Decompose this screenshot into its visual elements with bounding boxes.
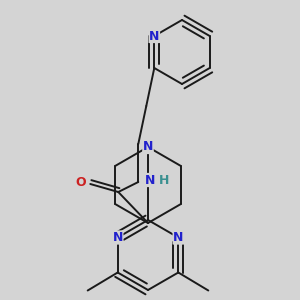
Text: N: N	[173, 231, 184, 244]
Text: H: H	[159, 173, 169, 187]
Text: O: O	[75, 176, 86, 188]
Text: N: N	[112, 231, 123, 244]
Text: N: N	[149, 29, 160, 43]
Text: N: N	[143, 140, 153, 154]
Text: N: N	[145, 173, 155, 187]
